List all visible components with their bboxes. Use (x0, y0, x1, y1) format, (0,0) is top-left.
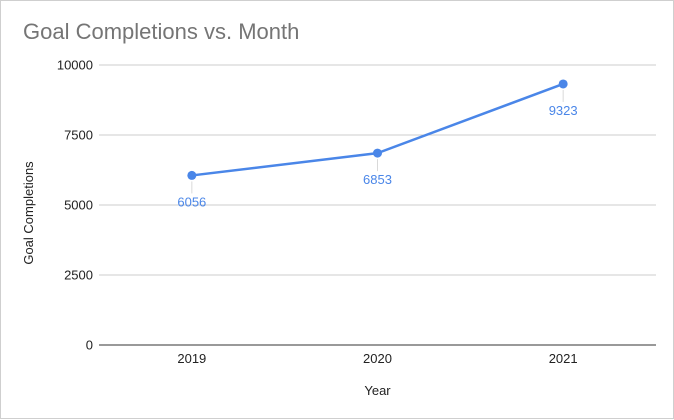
y-tick-label: 5000 (64, 198, 93, 213)
data-label: 9323 (549, 103, 578, 118)
y-tick-labels: 0 2500 5000 7500 10000 (57, 58, 93, 353)
x-axis-title: Year (364, 383, 391, 398)
data-label: 6056 (177, 194, 206, 209)
gridlines (99, 64, 656, 276)
x-tick-labels: 2019 2020 2021 (177, 351, 577, 366)
x-tick-label: 2021 (549, 351, 578, 366)
data-point[interactable] (373, 148, 382, 158)
y-tick-label: 7500 (64, 128, 93, 143)
y-axis-title: Goal Completions (21, 161, 36, 265)
data-label: 6853 (363, 172, 392, 187)
chart-title: Goal Completions vs. Month (23, 19, 300, 44)
series-layer: 6056 6853 9323 (177, 79, 578, 209)
y-tick-label: 0 (86, 338, 93, 353)
x-tick-label: 2019 (177, 351, 206, 366)
y-tick-label: 10000 (57, 58, 93, 73)
x-tick-label: 2020 (363, 351, 392, 366)
y-tick-label: 2500 (64, 268, 93, 283)
data-point[interactable] (187, 170, 197, 180)
data-point[interactable] (558, 79, 568, 89)
